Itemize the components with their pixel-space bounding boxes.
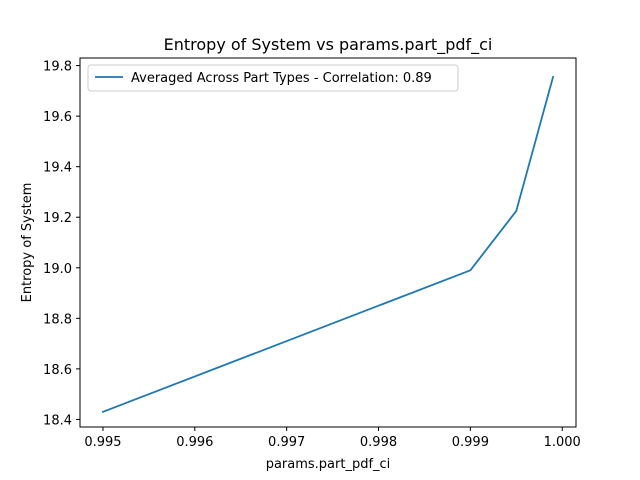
y-tick-label: 19.2: [43, 211, 72, 226]
y-tick-label: 18.8: [43, 312, 72, 327]
axis-ticks: 0.995 0.996 0.997 0.998 0.999 1.000 18.4 18.6 18…: [43, 60, 581, 450]
y-tick-label: 19.0: [43, 262, 72, 277]
plot-area: [79, 57, 577, 428]
x-tick-label: 0.998: [360, 435, 397, 450]
y-tick-label: 19.8: [43, 60, 72, 75]
series-line-0: [101, 75, 555, 414]
chart-title: Entropy of System vs params.part_pdf_ci: [164, 35, 493, 55]
x-axis-label: params.part_pdf_ci: [266, 457, 391, 472]
y-tick-label: 18.4: [43, 413, 72, 428]
y-tick-label: 18.6: [43, 363, 72, 378]
y-axis-label: Entropy of System: [20, 183, 35, 303]
y-tick-label: 19.6: [43, 110, 72, 125]
legend-label: Averaged Across Part Types - Correlation…: [131, 71, 432, 86]
legend-box: [87, 64, 459, 92]
plot-frame: [79, 57, 577, 428]
x-tick-label: 0.996: [176, 435, 213, 450]
x-tick-label: 1.000: [544, 435, 581, 450]
x-tick-label: 0.995: [84, 435, 121, 450]
x-tick-label: 0.999: [452, 435, 489, 450]
y-tick-label: 19.4: [43, 161, 72, 176]
x-tick-label: 0.997: [268, 435, 305, 450]
legend: Averaged Across Part Types - Correlation…: [87, 64, 459, 92]
